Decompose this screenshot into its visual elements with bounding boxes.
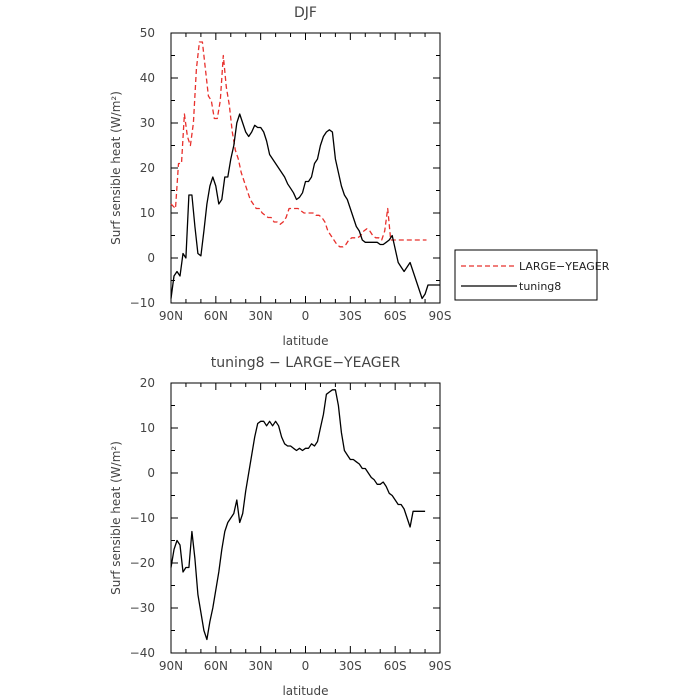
x-tick-label: 90N bbox=[159, 659, 183, 673]
y-tick-label: −10 bbox=[130, 296, 155, 310]
y-tick-label: 40 bbox=[140, 71, 155, 85]
y-tick-label: −10 bbox=[130, 511, 155, 525]
y-tick-label: 10 bbox=[140, 421, 155, 435]
x-tick-label: 60N bbox=[204, 659, 228, 673]
x-axis-label: latitude bbox=[282, 684, 328, 698]
legend: LARGE−YEAGER tuning8 bbox=[454, 249, 610, 301]
y-tick-label: 10 bbox=[140, 206, 155, 220]
y-axis-label: Surf sensible heat (W/m²) bbox=[109, 441, 123, 595]
x-tick-label: 60S bbox=[384, 309, 407, 323]
plot-frame bbox=[170, 32, 441, 304]
x-axis-label: latitude bbox=[282, 334, 328, 348]
x-tick-label: 90S bbox=[429, 659, 452, 673]
x-tick-label: 30N bbox=[249, 309, 273, 323]
legend-entry: tuning8 bbox=[519, 280, 561, 293]
x-tick-label: 30S bbox=[339, 659, 362, 673]
y-tick-label: 50 bbox=[140, 26, 155, 40]
y-axis-label: Surf sensible heat (W/m²) bbox=[109, 91, 123, 245]
series-line-1 bbox=[170, 389, 426, 641]
y-tick-label: −30 bbox=[130, 601, 155, 615]
chart-panel-2: 90N 60N 30N 0 30S 60S 90S −40 −30 −20 −10 0 10 20 tuni… bbox=[109, 355, 451, 698]
x-tick-label: 30S bbox=[339, 309, 362, 323]
y-tick-label: −40 bbox=[130, 646, 155, 660]
x-tick-label: 90S bbox=[429, 309, 452, 323]
chart-title: DJF bbox=[294, 5, 317, 21]
legend-box bbox=[454, 249, 598, 301]
y-tick-label: 0 bbox=[147, 251, 155, 265]
y-tick-label: −20 bbox=[130, 556, 155, 570]
series-line-1 bbox=[170, 41, 427, 248]
legend-entry: LARGE−YEAGER bbox=[519, 260, 610, 273]
x-tick-label: 60S bbox=[384, 659, 407, 673]
x-tick-label: 60N bbox=[204, 309, 228, 323]
x-tick-label: 30N bbox=[249, 659, 273, 673]
y-tick-label: 20 bbox=[140, 376, 155, 390]
y-tick-label: 20 bbox=[140, 161, 155, 175]
x-tick-label: 90N bbox=[159, 309, 183, 323]
x-tick-label: 0 bbox=[302, 309, 310, 323]
series-line-2 bbox=[170, 113, 440, 300]
y-tick-label: 0 bbox=[147, 466, 155, 480]
x-tick-label: 0 bbox=[302, 659, 310, 673]
chart-title: tuning8 − LARGE−YEAGER bbox=[211, 355, 401, 371]
y-tick-label: 30 bbox=[140, 116, 155, 130]
chart-panel-1: 90N 60N 30N 0 30S 60S 90S −10 0 10 20 30 40 50 DJF lati… bbox=[109, 5, 451, 348]
